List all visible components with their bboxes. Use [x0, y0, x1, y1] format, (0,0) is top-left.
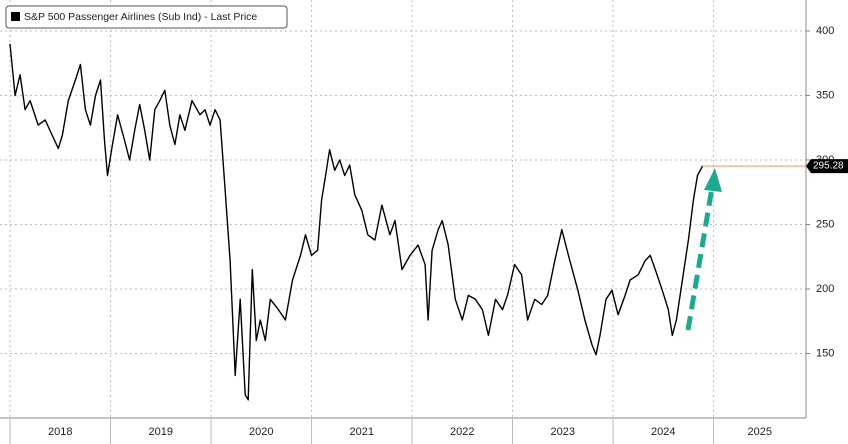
price-line	[9, 43, 704, 401]
legend: S&P 500 Passenger Airlines (Sub Ind) - L…	[5, 5, 288, 29]
x-tick-label: 2025	[748, 426, 772, 438]
grid	[0, 0, 806, 418]
x-tick-label: 2018	[48, 426, 72, 438]
y-tick-label: 250	[816, 218, 834, 230]
legend-box	[5, 5, 288, 29]
trend-arrow	[685, 168, 722, 331]
x-tick-label: 2020	[249, 426, 273, 438]
plot	[9, 43, 704, 401]
y-tick-label: 400	[816, 25, 834, 37]
legend-swatch	[11, 12, 20, 21]
y-tick-label: 150	[816, 347, 834, 359]
x-tick-label: 2021	[350, 426, 374, 438]
x-tick-label: 2022	[450, 426, 474, 438]
last-price-label: 295.28	[813, 161, 844, 172]
last-price-tag	[806, 159, 848, 174]
legend-label: S&P 500 Passenger Airlines (Sub Ind) - L…	[24, 11, 257, 23]
arrow-shaft	[685, 187, 715, 331]
x-tick-label: 2023	[551, 426, 575, 438]
y-tick-label: 350	[816, 89, 834, 101]
arrow-head	[704, 168, 722, 192]
x-tick-label: 2019	[149, 426, 173, 438]
y-tick-label: 200	[816, 283, 834, 295]
x-tick-label: 2024	[651, 426, 675, 438]
